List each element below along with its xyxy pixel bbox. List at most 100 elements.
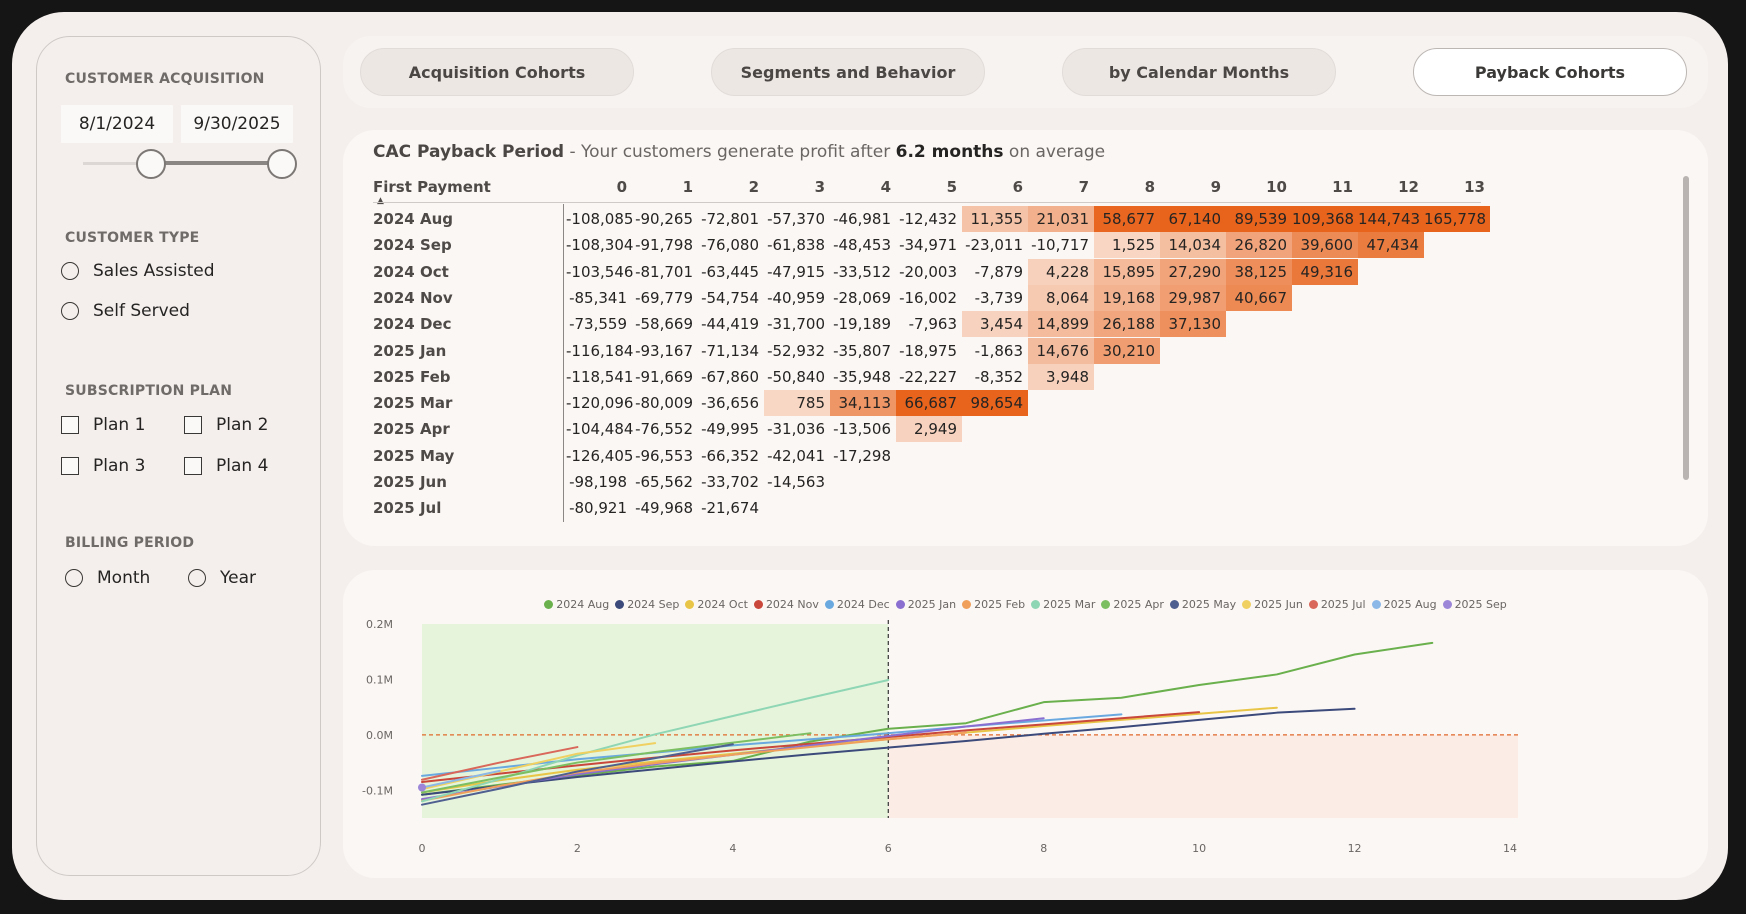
matrix-cell[interactable]: -73,559 — [569, 315, 627, 334]
legend-item[interactable]: 2024 Aug — [544, 598, 609, 611]
matrix-cell[interactable]: 15,895 — [1094, 258, 1160, 285]
matrix-cell[interactable]: -58,669 — [635, 315, 693, 334]
matrix-cell[interactable]: -33,512 — [833, 262, 891, 281]
matrix-cell[interactable]: -46,981 — [833, 210, 891, 228]
matrix-cell[interactable]: 37,130 — [1160, 311, 1226, 338]
matrix-cell[interactable]: 47,434 — [1358, 232, 1424, 259]
matrix-cell[interactable]: -23,011 — [965, 236, 1023, 255]
matrix-cell[interactable]: -22,227 — [899, 367, 957, 386]
matrix-cell[interactable]: 4,228 — [1028, 258, 1094, 285]
matrix-cell[interactable]: 109,368 — [1292, 206, 1358, 232]
matrix-cell[interactable]: 58,677 — [1094, 206, 1160, 232]
option-plan-4[interactable]: Plan 4 — [184, 456, 268, 476]
matrix-cell[interactable]: -116,184 — [566, 341, 634, 360]
matrix-cell[interactable]: 89,539 — [1226, 206, 1292, 232]
legend-item[interactable]: 2025 Jul — [1308, 598, 1366, 611]
matrix-cell[interactable]: -1,863 — [974, 341, 1023, 360]
option-self-served[interactable]: Self Served — [61, 301, 190, 321]
legend-item[interactable]: 2025 Sep — [1442, 598, 1507, 611]
matrix-cell[interactable]: -31,700 — [767, 315, 825, 334]
matrix-cell[interactable]: -31,036 — [767, 420, 825, 439]
matrix-cell[interactable]: 34,113 — [830, 390, 896, 417]
legend-item[interactable]: 2024 Dec — [824, 598, 890, 611]
matrix-cell[interactable]: 29,987 — [1160, 284, 1226, 311]
matrix-cell[interactable]: -7,963 — [908, 315, 957, 334]
matrix-cell[interactable]: -18,975 — [899, 341, 957, 360]
option-month[interactable]: Month — [65, 568, 150, 588]
column-header[interactable]: 10 — [1266, 178, 1287, 196]
option-plan-2[interactable]: Plan 2 — [184, 415, 268, 435]
matrix-cell[interactable]: -16,002 — [899, 288, 957, 307]
matrix-cell[interactable]: -81,701 — [635, 262, 693, 281]
matrix-cell[interactable]: -49,968 — [635, 499, 693, 518]
matrix-cell[interactable]: -17,298 — [833, 446, 891, 465]
matrix-cell[interactable]: 19,168 — [1094, 284, 1160, 311]
column-header[interactable]: 9 — [1210, 178, 1221, 196]
matrix-cell[interactable]: -19,189 — [833, 315, 891, 334]
date-slider-end-handle[interactable] — [267, 149, 297, 179]
matrix-cell[interactable]: -67,860 — [701, 367, 759, 386]
legend-item[interactable]: 2025 Mar — [1031, 598, 1095, 611]
matrix-cell[interactable]: -76,552 — [635, 420, 693, 439]
column-header[interactable]: 2 — [748, 178, 759, 196]
tab-acquisition-cohorts[interactable]: Acquisition Cohorts — [360, 48, 634, 96]
column-header[interactable]: 6 — [1012, 178, 1023, 196]
matrix-cell[interactable]: -66,352 — [701, 446, 759, 465]
matrix-cell[interactable]: -71,134 — [701, 341, 759, 360]
matrix-cell[interactable]: -93,167 — [635, 341, 693, 360]
matrix-cell[interactable]: -35,948 — [833, 367, 891, 386]
end-date-input[interactable]: 9/30/2025 — [181, 105, 293, 143]
matrix-cell[interactable]: 3,948 — [1028, 363, 1094, 390]
matrix-cell[interactable]: -98,198 — [569, 473, 627, 491]
matrix-cell[interactable]: -48,453 — [833, 236, 891, 255]
column-header[interactable]: 1 — [682, 178, 693, 196]
matrix-cell[interactable]: 14,899 — [1028, 311, 1094, 338]
legend-item[interactable]: 2025 Jan — [895, 598, 956, 611]
matrix-cell[interactable]: 26,820 — [1226, 232, 1292, 259]
tab-segments-and-behavior[interactable]: Segments and Behavior — [711, 48, 985, 96]
option-year[interactable]: Year — [188, 568, 256, 588]
matrix-cell[interactable]: -90,265 — [635, 210, 693, 228]
matrix-cell[interactable]: -126,405 — [566, 446, 634, 465]
matrix-cell[interactable]: -14,563 — [767, 473, 825, 491]
matrix-cell[interactable]: 165,778 — [1424, 206, 1490, 232]
row-header[interactable]: First Payment — [373, 178, 491, 196]
column-header[interactable]: 11 — [1332, 178, 1353, 196]
matrix-cell[interactable]: 67,140 — [1160, 206, 1226, 232]
matrix-cell[interactable]: -80,009 — [635, 394, 693, 413]
matrix-cell[interactable]: 39,600 — [1292, 232, 1358, 259]
matrix-cell[interactable]: -28,069 — [833, 288, 891, 307]
sort-ascending-icon[interactable]: ▲ — [377, 196, 384, 206]
column-header[interactable]: 7 — [1078, 178, 1089, 196]
tab-by-calendar-months[interactable]: by Calendar Months — [1062, 48, 1336, 96]
start-date-input[interactable]: 8/1/2024 — [61, 105, 173, 143]
matrix-cell[interactable]: 3,454 — [962, 311, 1028, 338]
matrix-cell[interactable]: -52,932 — [767, 341, 825, 360]
option-plan-3[interactable]: Plan 3 — [61, 456, 145, 476]
matrix-cell[interactable]: 1,525 — [1094, 232, 1160, 259]
matrix-cell[interactable]: -91,669 — [635, 367, 693, 386]
matrix-cell[interactable]: -108,085 — [566, 210, 634, 228]
column-header[interactable]: 8 — [1144, 178, 1155, 196]
matrix-cell[interactable]: -47,915 — [767, 262, 825, 281]
matrix-cell[interactable]: -118,541 — [566, 367, 634, 386]
matrix-cell[interactable]: -76,080 — [701, 236, 759, 255]
matrix-cell[interactable]: -34,971 — [899, 236, 957, 255]
matrix-cell[interactable]: 66,687 — [896, 390, 962, 417]
matrix-cell[interactable]: 26,188 — [1094, 311, 1160, 338]
matrix-cell[interactable]: -63,445 — [701, 262, 759, 281]
matrix-cell[interactable]: -40,959 — [767, 288, 825, 307]
matrix-cell[interactable]: -80,921 — [569, 499, 627, 518]
matrix-cell[interactable]: -50,840 — [767, 367, 825, 386]
matrix-scrollbar[interactable] — [1683, 176, 1689, 480]
matrix-cell[interactable]: 38,125 — [1226, 258, 1292, 285]
legend-item[interactable]: 2024 Oct — [685, 598, 748, 611]
option-plan-1[interactable]: Plan 1 — [61, 415, 145, 435]
legend-item[interactable]: 2025 Feb — [962, 598, 1025, 611]
matrix-cell[interactable]: -120,096 — [566, 394, 634, 413]
matrix-cell[interactable]: -61,838 — [767, 236, 825, 255]
matrix-cell[interactable]: -54,754 — [701, 288, 759, 307]
matrix-cell[interactable]: -91,798 — [635, 236, 693, 255]
matrix-cell[interactable]: 8,064 — [1028, 284, 1094, 311]
matrix-cell[interactable]: -85,341 — [569, 288, 627, 307]
